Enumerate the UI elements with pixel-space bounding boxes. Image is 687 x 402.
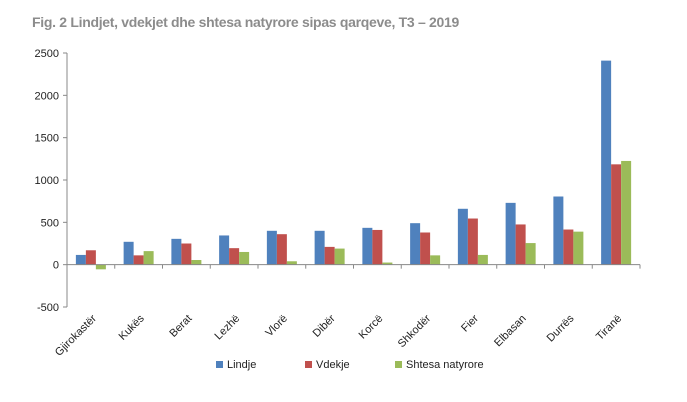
bar-shtesa-natyrore-6 [382,262,393,265]
bar-lindje-9 [505,202,516,265]
y-tick-label: 500 [41,217,59,229]
bar-shtesa-natyrore-11 [621,160,632,265]
bar-shtesa-natyrore-10 [573,231,584,265]
bar-lindje-5 [314,230,325,265]
x-tick-label: Dibër [311,312,338,339]
bar-lindje-11 [601,60,612,265]
bar-shtesa-natyrore-9 [525,243,536,265]
bar-shtesa-natyrore-0 [95,264,106,270]
legend-swatch-2 [395,361,402,368]
x-tick-label: Berat [167,313,194,340]
bar-vdekje-4 [276,234,287,265]
x-tick-label: Lezhë [213,313,243,343]
x-tick-label: Kukës [117,312,147,342]
chart-title: Fig. 2 Lindjet, vdekjet dhe shtesa natyr… [32,14,459,30]
bar-shtesa-natyrore-4 [286,261,297,265]
bar-lindje-2 [171,238,182,265]
x-tick-label: Korcë [357,313,386,342]
plot-area [75,60,632,270]
x-tick-label: Tiranë [594,313,624,343]
bar-lindje-10 [553,196,564,265]
bar-shtesa-natyrore-1 [143,251,154,265]
x-tick-label: Fier [459,312,481,334]
bar-lindje-3 [219,235,230,265]
bar-vdekje-11 [611,164,622,265]
bar-lindje-6 [362,227,373,265]
x-axis: Gjirokastër Kukës Berat Lezhë Vlorë Dibër Korc… [53,264,641,359]
y-tick-label: 1000 [35,175,59,187]
bar-vdekje-9 [515,224,526,265]
bar-shtesa-natyrore-7 [430,255,441,265]
bar-lindje-8 [457,208,468,265]
y-tick-label: 2500 [35,48,59,60]
legend-label-1: Vdekje [316,359,350,371]
bar-shtesa-natyrore-3 [239,251,250,265]
x-tick-label: Gjirokastër [53,312,99,358]
legend-swatch-1 [305,361,312,368]
bar-vdekje-2 [181,243,192,265]
x-tick-label: Vlorë [263,313,290,340]
bar-vdekje-1 [133,255,144,265]
x-tick-label: Durrës [545,312,577,344]
bar-lindje-0 [75,254,86,265]
bar-vdekje-7 [420,232,431,265]
bar-vdekje-5 [324,246,335,265]
y-tick-label: 0 [53,260,59,272]
bar-vdekje-6 [372,229,383,265]
bar-lindje-4 [266,230,277,265]
y-axis: -500 0 500 1000 1500 2000 2500 [35,48,68,314]
legend: Lindje Vdekje Shtesa natyrore [216,359,484,371]
bar-shtesa-natyrore-2 [191,260,202,265]
bar-shtesa-natyrore-5 [334,248,345,265]
legend-swatch-0 [216,361,223,368]
x-tick-label: Elbasan [492,313,529,350]
bar-lindje-1 [123,241,134,265]
legend-label-2: Shtesa natyrore [406,359,484,371]
bar-lindje-7 [410,223,421,265]
bar-vdekje-8 [467,218,478,265]
bar-vdekje-0 [85,250,96,265]
x-tick-label: Shkodër [396,312,434,350]
bar-vdekje-3 [229,248,240,265]
bar-vdekje-10 [563,229,574,265]
legend-label-0: Lindje [227,359,256,371]
y-tick-label: -500 [37,302,59,314]
y-tick-label: 1500 [35,133,59,145]
bar-shtesa-natyrore-8 [477,254,488,265]
y-tick-label: 2000 [35,90,59,102]
